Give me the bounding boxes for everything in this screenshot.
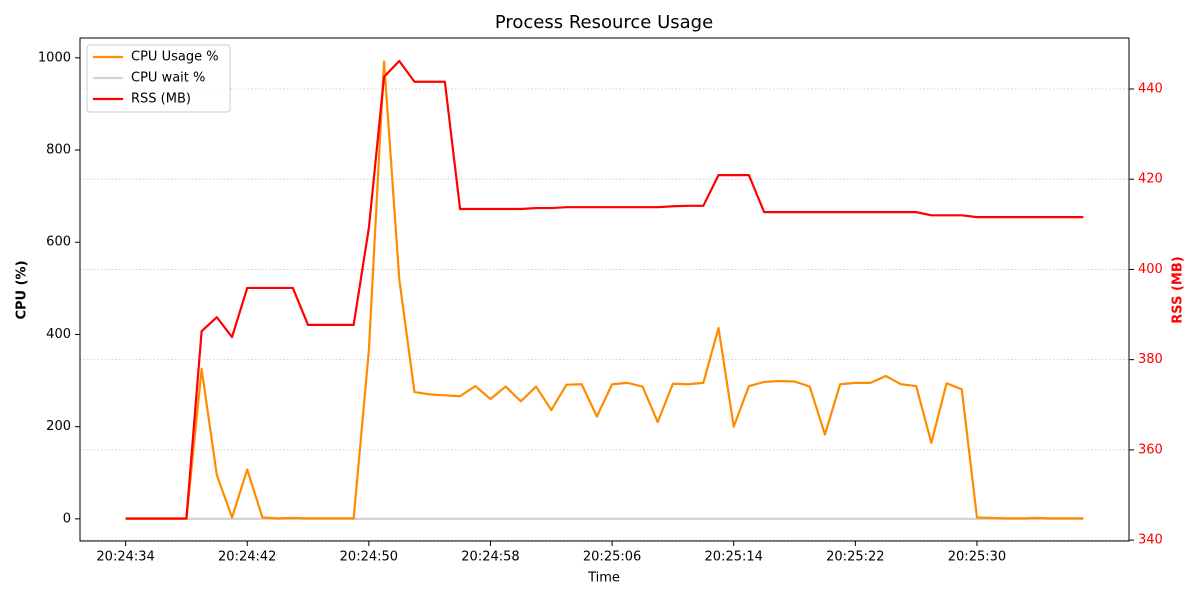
y-tick-label: 200 — [46, 419, 71, 434]
y2-tick-label: 400 — [1138, 262, 1163, 277]
legend-label: CPU Usage % — [131, 50, 219, 65]
y2-tick-label: 440 — [1138, 81, 1163, 96]
y-axis-label: CPU (%) — [15, 260, 30, 319]
y-tick-label: 600 — [46, 235, 71, 250]
x-tick-label: 20:25:30 — [948, 550, 1006, 565]
x-axis-label: Time — [587, 571, 620, 586]
plot-frame — [79, 37, 1130, 542]
y-tick-label: 0 — [63, 511, 71, 526]
legend-label: CPU wait % — [131, 71, 205, 86]
legend: CPU Usage % CPU wait % RSS (MB) — [86, 44, 231, 113]
y2-tick-label: 360 — [1138, 442, 1163, 457]
y2-tick-label: 420 — [1138, 172, 1163, 187]
y-tick-label: 1000 — [38, 50, 71, 65]
y-tick-label: 400 — [46, 327, 71, 342]
x-tick-label: 20:24:50 — [340, 550, 398, 565]
legend-box — [86, 44, 231, 113]
x-tick-label: 20:25:22 — [826, 550, 884, 565]
y-tick-label: 800 — [46, 143, 71, 158]
x-tick-label: 20:25:14 — [705, 550, 763, 565]
x-tick-label: 20:24:58 — [461, 550, 519, 565]
y2-tick-label: 340 — [1138, 533, 1163, 548]
y2-axis-label: RSS (MB) — [1171, 256, 1186, 323]
series-line — [125, 59, 1084, 520]
x-tick-label: 20:24:34 — [96, 550, 154, 565]
series-line — [125, 60, 1084, 520]
legend-label: RSS (MB) — [131, 92, 191, 107]
y2-tick-label: 380 — [1138, 352, 1163, 367]
chart-title: Process Resource Usage — [495, 12, 713, 33]
x-tick-label: 20:25:06 — [583, 550, 641, 565]
x-tick-label: 20:24:42 — [218, 550, 276, 565]
